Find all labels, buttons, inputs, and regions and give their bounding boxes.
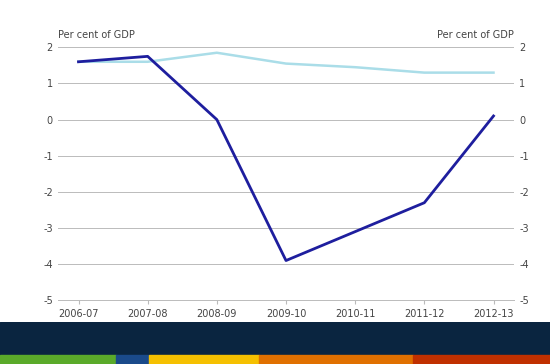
Bar: [116, 355, 148, 364]
Bar: [148, 355, 258, 364]
Text: Per cent of GDP: Per cent of GDP: [58, 30, 135, 40]
Text: Per cent of GDP: Per cent of GDP: [437, 30, 514, 40]
Bar: [412, 355, 550, 364]
Bar: [258, 355, 412, 364]
Legend: 2008-09 Budget, 2011-12 MYEFO: 2008-09 Budget, 2011-12 MYEFO: [166, 339, 406, 357]
Bar: [0, 355, 116, 364]
